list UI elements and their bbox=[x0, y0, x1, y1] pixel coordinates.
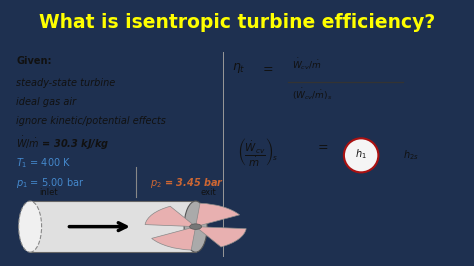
Text: What is isentropic turbine efficiency?: What is isentropic turbine efficiency? bbox=[39, 13, 435, 32]
Text: Given:: Given: bbox=[16, 56, 52, 66]
Wedge shape bbox=[196, 203, 239, 227]
Wedge shape bbox=[145, 206, 196, 227]
Text: exit: exit bbox=[200, 188, 216, 197]
Text: $p_2$ = 3.45 bar: $p_2$ = 3.45 bar bbox=[150, 176, 224, 190]
Wedge shape bbox=[152, 227, 196, 250]
Text: $=$: $=$ bbox=[260, 61, 273, 74]
Text: $p_1$ = 5.00 bar: $p_1$ = 5.00 bar bbox=[16, 176, 84, 190]
Text: $\dot{W}_{cv}/\dot{m}$: $\dot{W}_{cv}/\dot{m}$ bbox=[292, 56, 322, 72]
Ellipse shape bbox=[18, 201, 42, 252]
Ellipse shape bbox=[184, 201, 207, 252]
Text: $T_1$ = 400 K: $T_1$ = 400 K bbox=[16, 156, 72, 170]
Text: inlet: inlet bbox=[39, 188, 58, 197]
Text: ideal gas air: ideal gas air bbox=[16, 97, 76, 107]
Text: $h_1$: $h_1$ bbox=[355, 147, 367, 161]
Text: steady-state turbine: steady-state turbine bbox=[16, 78, 116, 88]
Text: $=$: $=$ bbox=[315, 139, 329, 152]
Text: $(\dot{W}_{cv}/\dot{m})_s$: $(\dot{W}_{cv}/\dot{m})_s$ bbox=[292, 86, 333, 102]
Text: ignore kinetic/potential effects: ignore kinetic/potential effects bbox=[16, 116, 166, 126]
Text: $\dot{W}/\dot{m}$ = 30.3 kJ/kg: $\dot{W}/\dot{m}$ = 30.3 kJ/kg bbox=[16, 135, 110, 152]
Text: $h_{2s}$: $h_{2s}$ bbox=[402, 148, 419, 162]
Circle shape bbox=[190, 224, 201, 229]
Text: $\eta_t$: $\eta_t$ bbox=[232, 61, 246, 75]
Bar bbox=[30, 201, 196, 252]
Wedge shape bbox=[196, 227, 246, 247]
Ellipse shape bbox=[344, 138, 378, 172]
Text: $\left(\dfrac{\dot{W}_{cv}}{\dot{m}}\right)_{\!s}$: $\left(\dfrac{\dot{W}_{cv}}{\dot{m}}\rig… bbox=[237, 137, 278, 169]
